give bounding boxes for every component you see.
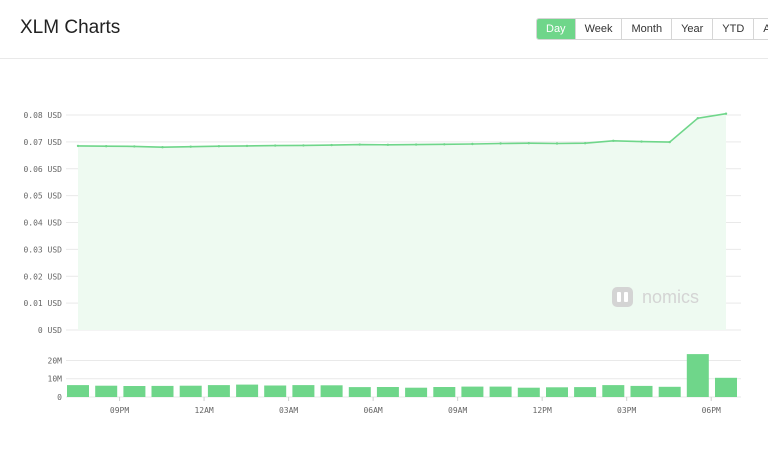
price-y-tick-label: 0 USD: [38, 326, 62, 335]
price-point: [668, 140, 671, 144]
price-y-tick-label: 0.02 USD: [23, 272, 62, 281]
volume-bar: [123, 386, 146, 397]
price-point: [499, 142, 502, 145]
price-y-axis: 0 USD 0.01 USD 0.02 USD 0.03 USD 0.04 USD 0.0…: [23, 111, 62, 335]
price-point: [274, 144, 277, 147]
volume-bar: [67, 385, 89, 397]
price-points: [76, 112, 728, 149]
price-point: [724, 112, 728, 115]
volume-bar: [348, 387, 371, 397]
price-area-fill: [78, 113, 726, 330]
volume-bar: [630, 385, 653, 397]
nomics-watermark: nomics: [612, 287, 699, 307]
price-point: [583, 142, 587, 145]
price-y-tick-label: 0.01 USD: [23, 299, 62, 308]
price-point: [330, 143, 333, 147]
range-ytd-button[interactable]: YTD: [712, 19, 754, 39]
x-tick-label: 09PM: [110, 406, 129, 415]
price-y-tick-label: 0.04 USD: [23, 219, 62, 228]
price-area-group: [77, 112, 727, 330]
volume-bar: [715, 377, 737, 397]
volume-y-tick-label: 0: [57, 393, 62, 402]
price-y-tick-label: 0.07 USD: [23, 138, 62, 147]
price-point: [471, 142, 474, 146]
x-tick-label: 09AM: [448, 406, 467, 415]
volume-bar: [236, 384, 259, 397]
price-point: [640, 140, 643, 143]
price-point: [245, 144, 249, 148]
price-point: [612, 139, 615, 142]
volume-grid: [66, 359, 741, 398]
volume-bar: [546, 387, 568, 397]
price-point: [189, 145, 192, 148]
volume-bar: [207, 385, 230, 397]
range-week-button[interactable]: Week: [574, 19, 622, 39]
watermark-text: nomics: [642, 287, 699, 307]
x-tick-label: 06AM: [363, 406, 382, 415]
price-point: [555, 142, 559, 145]
volume-bar: [658, 386, 681, 397]
price-point: [527, 142, 530, 145]
price-y-tick-label: 0.06 USD: [23, 165, 62, 174]
price-point: [414, 143, 418, 146]
x-tick-label: 06PM: [702, 406, 721, 415]
price-y-tick-label: 0.05 USD: [23, 192, 62, 201]
price-point: [161, 146, 164, 149]
volume-bar: [602, 385, 625, 397]
price-y-tick-label: 0.08 USD: [23, 111, 62, 120]
price-point: [302, 144, 305, 147]
volume-bars: [67, 354, 737, 397]
volume-bar: [95, 385, 118, 397]
x-tick-label: 03AM: [279, 406, 298, 415]
price-point: [105, 145, 108, 148]
volume-bar: [461, 386, 484, 397]
volume-bar: [179, 385, 202, 397]
range-day-button[interactable]: Day: [537, 19, 575, 39]
volume-bar: [264, 385, 287, 397]
time-x-axis: 09PM 12AM 03AM 06AM 09AM 12PM 03PM 06PM: [110, 397, 721, 415]
volume-y-tick-label: 10M: [48, 375, 63, 384]
volume-bar: [517, 387, 540, 397]
volume-bar: [151, 385, 174, 397]
price-point: [133, 145, 136, 148]
volume-y-tick-label: 20M: [48, 356, 63, 365]
volume-bar: [405, 387, 428, 397]
volume-bar: [686, 354, 709, 397]
volume-bar: [320, 385, 343, 397]
price-line: [77, 112, 727, 149]
volume-bar: [574, 387, 597, 397]
x-tick-label: 03PM: [617, 406, 636, 415]
price-point: [696, 117, 699, 120]
volume-bar: [489, 386, 512, 397]
price-y-tick-label: 0.03 USD: [23, 245, 62, 254]
price-point: [443, 143, 446, 146]
x-tick-label: 12PM: [533, 406, 552, 415]
price-point: [76, 144, 80, 148]
x-tick-label: 12AM: [194, 406, 213, 415]
price-point: [217, 145, 221, 148]
range-all-button[interactable]: All: [753, 19, 768, 39]
price-point: [386, 143, 390, 146]
volume-bar: [292, 385, 315, 397]
chart-header: XLM Charts Day Week Month Year YTD All: [0, 0, 768, 59]
nomics-logo-icon: [612, 287, 633, 307]
price-point: [358, 143, 361, 146]
time-range-selector: Day Week Month Year YTD All: [536, 18, 768, 40]
volume-y-axis: 0 10M 20M: [48, 356, 63, 402]
page-title: XLM Charts: [20, 17, 121, 38]
range-year-button[interactable]: Year: [671, 19, 713, 39]
range-month-button[interactable]: Month: [621, 19, 672, 39]
volume-bar: [433, 387, 456, 397]
volume-bar: [376, 387, 399, 397]
